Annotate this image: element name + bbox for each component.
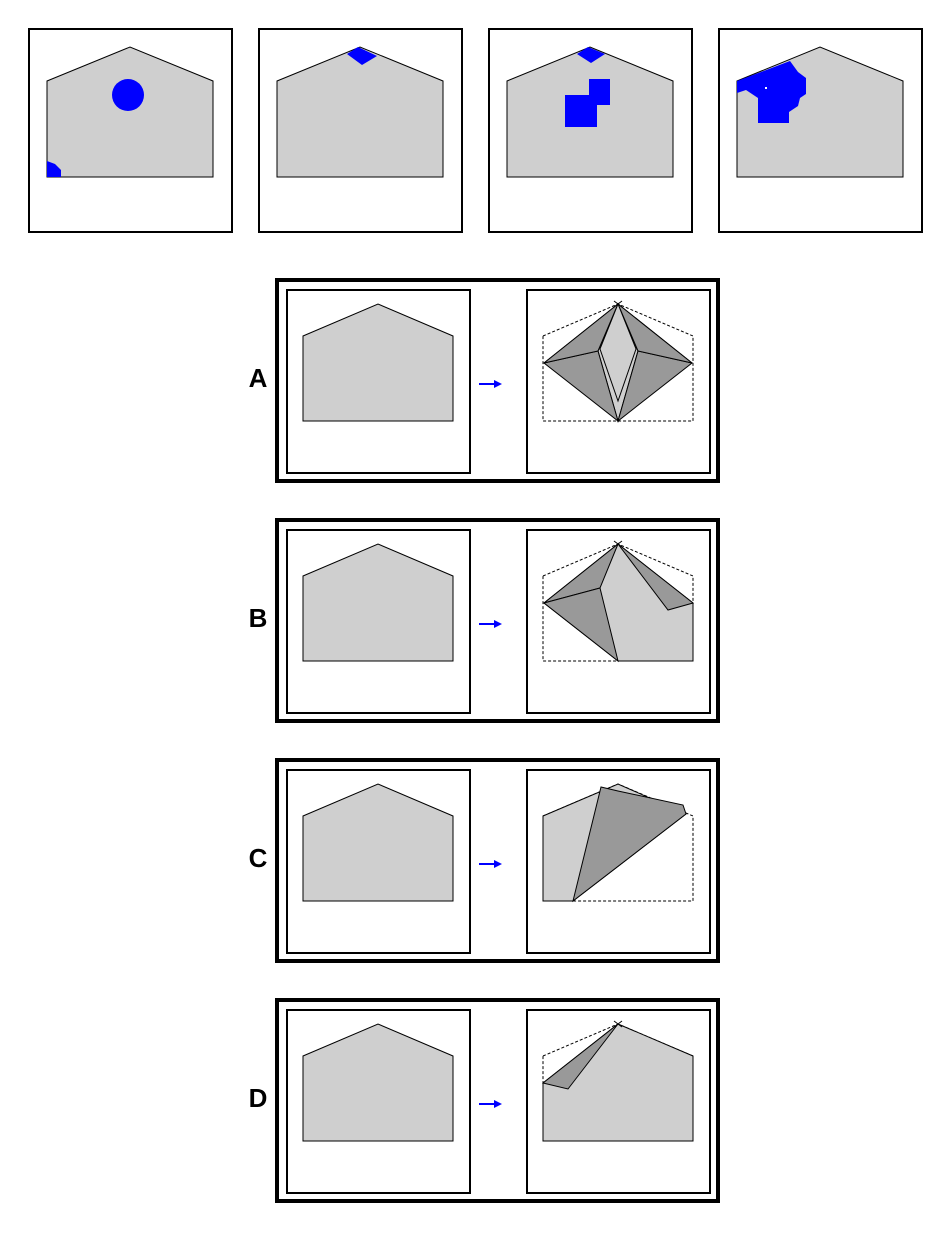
right-arrow-icon [479,860,502,868]
question-panel-1 [28,28,233,233]
option-c-before [286,769,471,954]
paper-shape [276,46,444,178]
folded-paper [542,783,694,903]
hole-diamond [577,47,605,63]
option-a-label[interactable]: A [248,363,268,393]
option-a-after [526,289,711,474]
question-figure-1 [46,46,214,178]
hole-circle [112,79,144,111]
option-c[interactable] [275,758,720,963]
unfolded-paper [302,543,454,662]
hole-corner [47,161,61,177]
question-figure-4 [736,46,904,178]
unfolded-paper [302,1023,454,1142]
hole-diamond [347,47,377,65]
right-arrow-icon [479,620,502,628]
hole-blob [737,61,806,123]
question-panel-4 [718,28,923,233]
hole-squares [565,79,610,127]
option-b-label[interactable]: B [248,603,268,633]
option-d[interactable] [275,998,720,1203]
question-panel-3 [488,28,693,233]
option-d-label[interactable]: D [248,1083,268,1113]
folded-paper [542,540,695,663]
question-figure-3 [506,46,674,178]
right-arrow-icon [479,1100,502,1108]
unfolded-paper [302,303,454,422]
unfolded-paper [302,783,454,902]
right-arrow-icon [479,380,502,388]
option-d-before [286,1009,471,1194]
option-b[interactable] [275,518,720,723]
option-c-after [526,769,711,954]
paper-shape [46,46,214,178]
option-d-after [526,1009,711,1194]
folded-paper [542,300,694,423]
option-b-after [526,529,711,714]
question-figure-2 [276,46,444,178]
option-b-before [286,529,471,714]
option-a-before [286,289,471,474]
question-panel-2 [258,28,463,233]
option-a[interactable] [275,278,720,483]
hole-dot [765,87,767,89]
folded-paper [541,1020,694,1142]
option-c-label[interactable]: C [248,843,268,873]
